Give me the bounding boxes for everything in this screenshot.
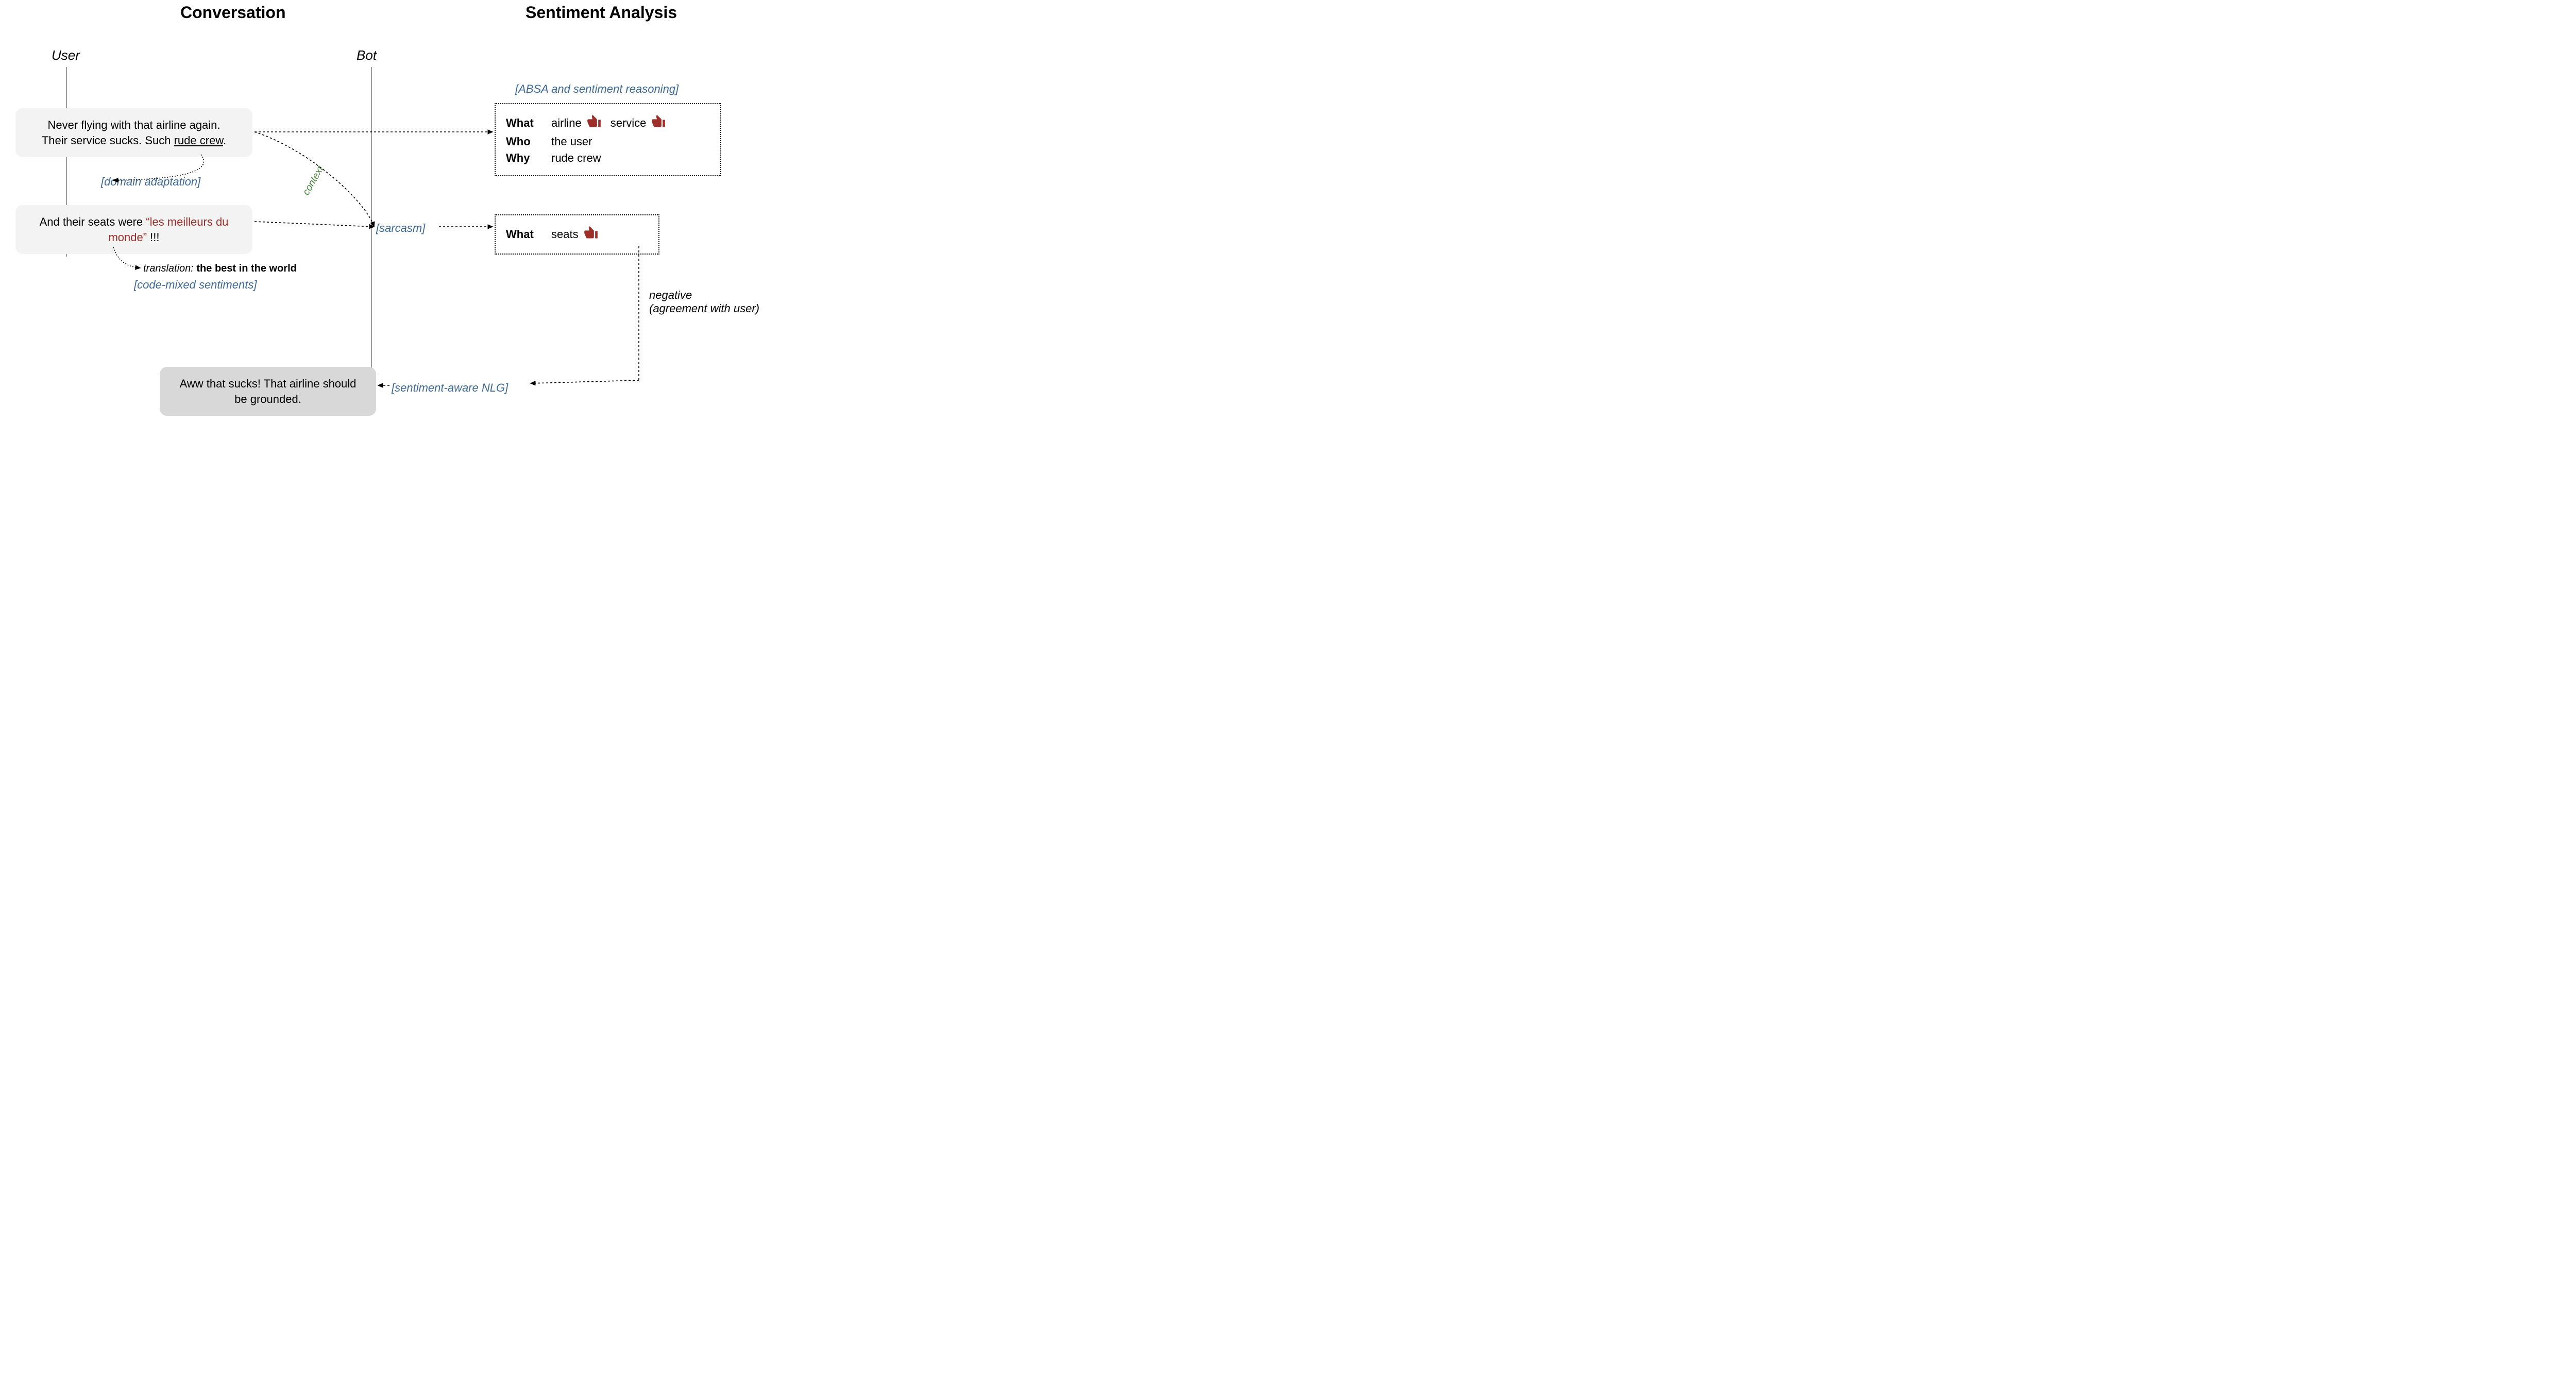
heading-sentiment: Sentiment Analysis <box>526 3 677 22</box>
text-fragment: . <box>223 134 226 147</box>
annotation-domain-adaptation: [domain adaptation] <box>101 175 200 189</box>
translation-label: translation: <box>143 263 194 274</box>
analysis-key: What <box>506 116 542 130</box>
subheading-user: User <box>52 47 80 63</box>
analysis-value: airline <box>551 114 601 132</box>
analysis-text: seats <box>551 228 579 241</box>
text-fragment: !!! <box>147 231 159 244</box>
analysis-value: service <box>611 114 666 132</box>
dashed-arrow <box>255 222 374 227</box>
analysis-key: Who <box>506 135 542 148</box>
annotation-code-mixed: [code-mixed sentiments] <box>134 278 257 292</box>
bubble-line: Aww that sucks! That airline should <box>172 376 364 392</box>
thumbs-down-icon <box>651 114 666 129</box>
analysis-key: What <box>506 228 542 241</box>
analysis-box-sarcasm: What seats <box>495 214 659 255</box>
analysis-text: rude crew <box>551 151 601 165</box>
thumbs-down-icon <box>587 114 601 132</box>
speech-bubble-user-2: And their seats were “les meilleurs du m… <box>15 205 252 254</box>
divider-bot <box>371 67 372 414</box>
analysis-text: service <box>611 116 647 130</box>
analysis-row: Who the user <box>506 135 710 148</box>
thumbs-down-icon <box>651 114 666 132</box>
bubble-line: And their seats were “les meilleurs du <box>28 214 240 230</box>
bubble-line: Their service sucks. Such rude crew. <box>28 133 240 148</box>
text-fragment: Their service sucks. Such <box>42 134 174 147</box>
bubble-line: be grounded. <box>172 392 364 407</box>
analysis-text: airline <box>551 116 582 130</box>
note-line: negative <box>649 289 759 302</box>
bubble-line: Never flying with that airline again. <box>28 117 240 133</box>
annotation-sarcasm: [sarcasm] <box>376 222 425 235</box>
bubble-line: monde” !!! <box>28 230 240 245</box>
text-fragment: And their seats were <box>40 215 146 228</box>
subheading-bot: Bot <box>357 47 377 63</box>
text-quote: “les meilleurs du <box>146 215 228 228</box>
thumbs-down-icon <box>584 226 598 243</box>
analysis-value: rude crew <box>551 151 601 165</box>
heading-conversation: Conversation <box>180 3 285 22</box>
text-quote: monde” <box>108 231 147 244</box>
analysis-row: What airline service <box>506 114 710 132</box>
context-label: context <box>301 164 327 197</box>
note-negative-agreement: negative (agreement with user) <box>649 289 759 315</box>
translation-line: translation: the best in the world <box>143 263 297 275</box>
thumbs-down-icon <box>587 114 601 129</box>
analysis-row: What seats <box>506 226 648 243</box>
analysis-text: the user <box>551 135 592 148</box>
note-line: (agreement with user) <box>649 302 759 315</box>
analysis-row: Why rude crew <box>506 151 710 165</box>
analysis-value: seats <box>551 226 598 243</box>
translation-text: the best in the world <box>194 263 297 274</box>
speech-bubble-bot-1: Aww that sucks! That airline should be g… <box>160 367 376 416</box>
analysis-value: the user <box>551 135 592 148</box>
text-underlined: rude crew <box>174 134 223 147</box>
thumbs-down-icon <box>584 226 598 240</box>
annotation-sentiment-nlg: [sentiment-aware NLG] <box>392 381 508 395</box>
annotation-absa: [ABSA and sentiment reasoning] <box>515 82 679 96</box>
dashed-arrow <box>531 380 639 383</box>
speech-bubble-user-1: Never flying with that airline again. Th… <box>15 108 252 157</box>
analysis-key: Why <box>506 151 542 165</box>
analysis-box-absa: What airline service Who the user Why rude cre… <box>495 103 721 176</box>
